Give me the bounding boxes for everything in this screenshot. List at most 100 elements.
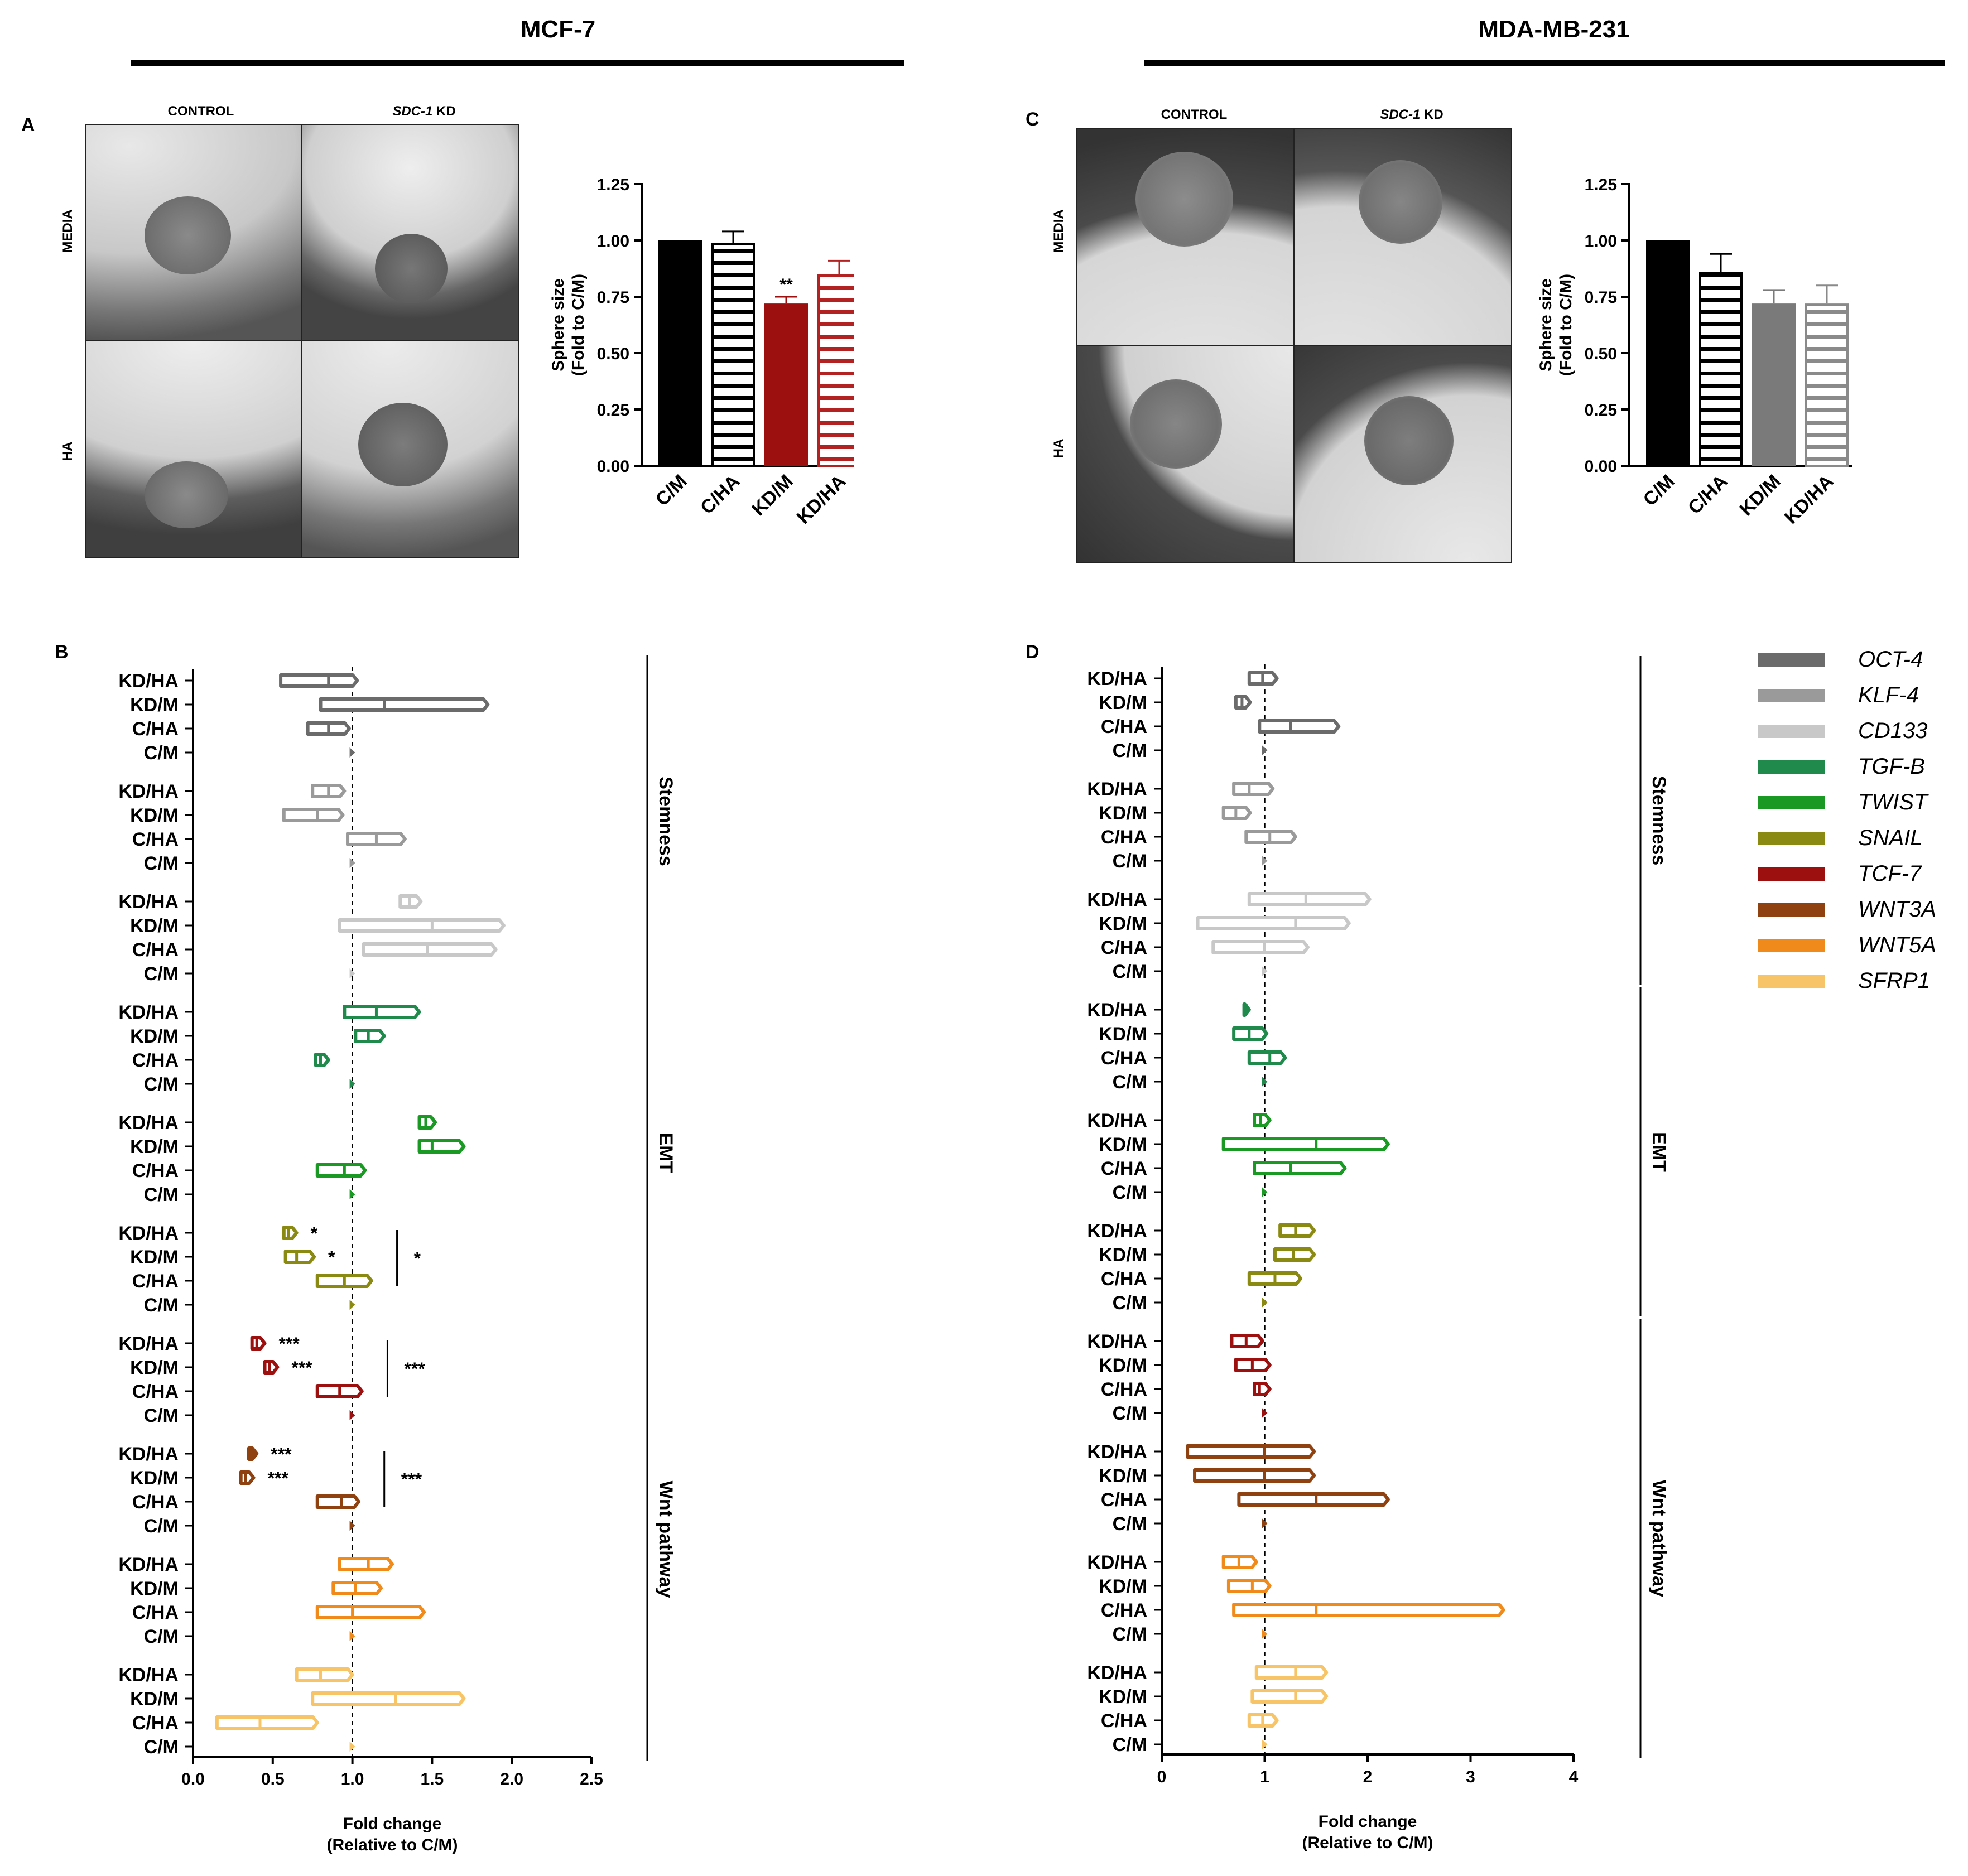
mcf7-title: MCF-7 — [520, 16, 596, 43]
x-tick-label: 3 — [1466, 1768, 1475, 1786]
wnt5a-bar — [315, 1605, 426, 1619]
legend-swatch — [1758, 974, 1825, 988]
row-label: KD/HA — [1087, 889, 1147, 910]
sfrp1-marker — [1262, 1739, 1268, 1749]
row-label: KD/HA — [118, 1333, 179, 1354]
x-axis-label-sub: (Relative to C/M) — [1302, 1834, 1433, 1852]
snail-bar — [1278, 1223, 1316, 1238]
legend-swatch — [1758, 724, 1825, 738]
legend-swatch — [1758, 795, 1825, 809]
twist-bar — [315, 1163, 367, 1178]
row-label: KD/M — [130, 1026, 179, 1047]
x-tick-label: 2.5 — [580, 1770, 603, 1788]
row-label: C/HA — [1101, 827, 1147, 848]
oct-4-marker — [349, 747, 355, 758]
row-label: KD/HA — [1087, 1331, 1147, 1352]
twist-marker — [1262, 1187, 1268, 1197]
sfrp1-bar — [215, 1715, 319, 1730]
row-label: KD/HA — [118, 1665, 179, 1686]
sfrp1-marker — [349, 1742, 355, 1752]
x-tick-label: 0.5 — [261, 1770, 285, 1788]
y-tick-label: 1.00 — [597, 232, 629, 250]
y-tick-label: 1.25 — [1585, 176, 1617, 194]
row-label: KD/HA — [118, 1112, 179, 1134]
cd133-bar — [1247, 892, 1372, 906]
legend-swatch — [1758, 903, 1825, 917]
fold-change-chart-mcf7: 0.0 0.5 1.0 1.5 2.0 2.5 Fold change (Relative t… — [118, 655, 676, 1854]
legend-label: WNT5A — [1858, 933, 1936, 957]
legend-item-tgf-b: TGF-B — [1758, 754, 1925, 779]
row-label: KD/M — [1099, 1576, 1147, 1597]
tgf-b-bar — [1247, 1050, 1287, 1065]
legend-label: SNAIL — [1858, 826, 1923, 850]
bar-c-m — [658, 240, 702, 466]
x-tick-label: KD/HA — [1781, 471, 1838, 528]
row-label: KD/M — [130, 1468, 179, 1489]
legend-item-tcf-7: TCF-7 — [1758, 861, 1921, 886]
twist-bar — [1253, 1113, 1272, 1127]
x-tick-label: C/HA — [696, 471, 744, 519]
bar-c-m — [1646, 240, 1690, 466]
x-tick-label: 1.5 — [421, 1770, 444, 1788]
row-label: C/HA — [1101, 1489, 1147, 1511]
x-tick-label: KD/HA — [793, 471, 850, 528]
row-label: C/M — [144, 1737, 179, 1758]
group-significance-label: * — [414, 1248, 421, 1269]
wnt5a-bar — [1226, 1579, 1272, 1593]
micrograph-control-ha-a — [85, 340, 302, 558]
row-label: C/M — [1113, 1403, 1147, 1424]
row-label: C/M — [144, 742, 179, 764]
tcf-7-bar — [263, 1360, 280, 1375]
group-significance-label: *** — [404, 1359, 425, 1379]
section-label: EMT — [655, 1133, 676, 1173]
row-label: C/M — [144, 963, 179, 985]
row-label: C/M — [144, 1405, 179, 1426]
row-label: C/HA — [1101, 1710, 1147, 1732]
twist-marker — [349, 1189, 355, 1199]
x-tick-label: 1 — [1260, 1768, 1269, 1786]
row-label: C/M — [144, 1626, 179, 1647]
y-axis-label: Sphere size (Fold to C/M) — [549, 274, 588, 376]
legend-label: WNT3A — [1858, 897, 1936, 922]
y-tick-label: 0.75 — [597, 288, 629, 307]
row-label: C/HA — [1101, 1379, 1147, 1400]
panel-b-label: B — [55, 642, 69, 663]
snail-marker — [349, 1300, 355, 1310]
row-label: KD/HA — [1087, 1221, 1147, 1242]
legend-swatch — [1758, 831, 1825, 845]
panel-d-label: D — [1026, 642, 1040, 663]
row-label: C/HA — [132, 939, 179, 961]
y-tick-label: 0.50 — [597, 345, 629, 363]
legend-label: OCT-4 — [1858, 647, 1923, 672]
row-label: C/HA — [1101, 1048, 1147, 1069]
micrograph-control-ha-c — [1076, 345, 1295, 563]
row-label: C/M — [1113, 1513, 1147, 1535]
row-label: C/M — [1113, 1072, 1147, 1093]
row-label: KD/M — [130, 915, 179, 937]
tcf-7-bar — [1253, 1382, 1272, 1396]
x-tick-label: 2 — [1363, 1768, 1373, 1786]
y-axis-label: Sphere size (Fold to C/M) — [1537, 274, 1575, 376]
row-label: C/HA — [1101, 1158, 1147, 1179]
row-label: C/M — [144, 1184, 179, 1205]
significance-label: *** — [279, 1334, 300, 1354]
row-label: C/HA — [1101, 716, 1147, 737]
x-axis-label: Fold change — [1319, 1812, 1417, 1831]
row-label: C/M — [1113, 851, 1147, 872]
x-tick-label: C/M — [1639, 471, 1679, 510]
row-label: C/HA — [1101, 1600, 1147, 1621]
y-tick-label: 0.50 — [1585, 345, 1617, 363]
klf-4-bar — [282, 808, 345, 822]
row-label: C/HA — [132, 1713, 179, 1734]
row-label: KD/HA — [1087, 779, 1147, 800]
x-axis-label-sub: (Relative to C/M) — [326, 1836, 458, 1854]
row-label: KD/HA — [1087, 1441, 1147, 1463]
wnt5a-bar — [331, 1581, 383, 1595]
snail-bar — [283, 1250, 316, 1264]
wnt5a-bar — [338, 1557, 394, 1571]
row-label: C/HA — [1101, 937, 1147, 958]
x-tick-label: C/M — [652, 471, 691, 510]
row-label: KD/M — [130, 1136, 179, 1158]
wnt3a-bar — [1186, 1444, 1316, 1459]
tcf-7-bar — [250, 1336, 267, 1351]
